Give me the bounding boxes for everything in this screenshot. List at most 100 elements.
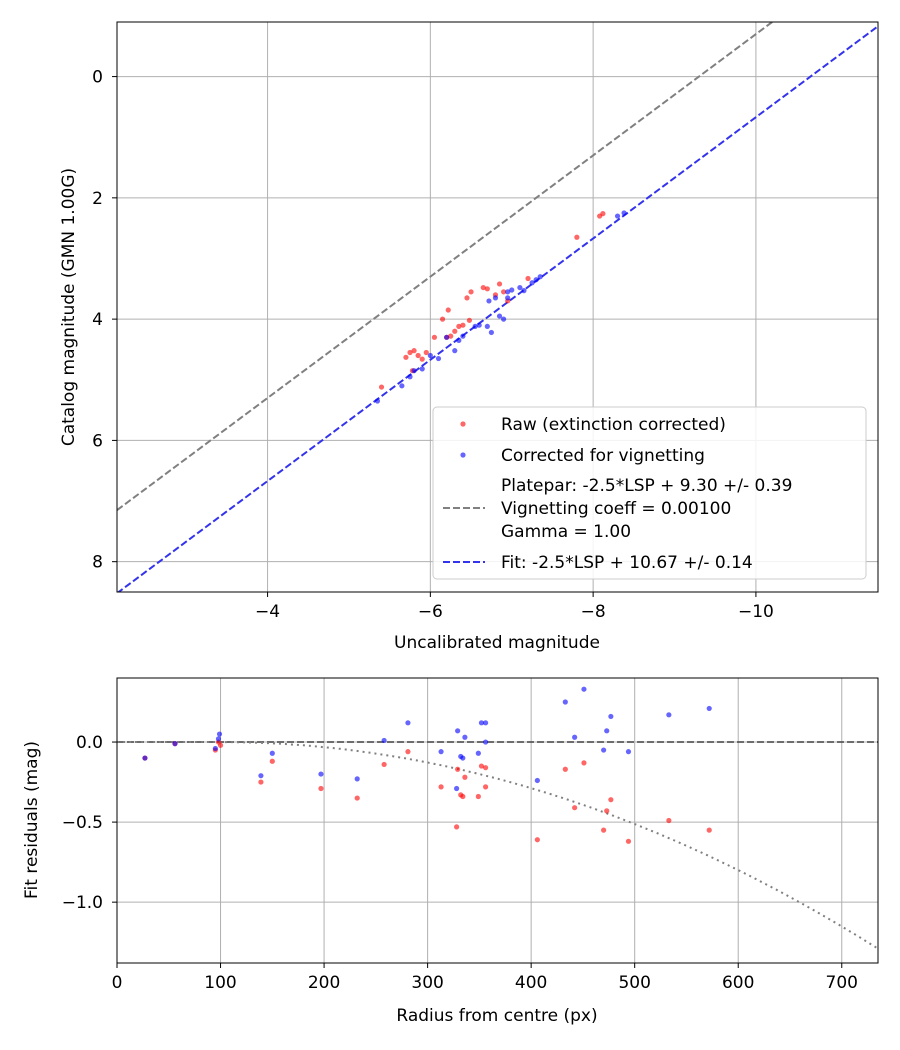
data-point — [318, 771, 324, 777]
top-chart-magnitude: −4 −6 −8 −10 0 2 4 6 8 Uncalibrated magnitude Ca… — [59, 21, 879, 653]
data-point — [374, 398, 381, 404]
data-point — [454, 824, 460, 830]
data-point — [475, 793, 481, 800]
data-point — [534, 837, 540, 843]
data-point — [496, 313, 503, 319]
data-point — [411, 368, 417, 374]
data-point — [478, 720, 485, 726]
y-tick-label: −1.0 — [62, 893, 103, 913]
data-point — [572, 805, 578, 811]
y-tick-label: −0.5 — [62, 813, 103, 833]
data-point — [399, 383, 405, 389]
vignetting-curve — [117, 741, 878, 950]
data-point — [445, 307, 451, 313]
data-point — [621, 210, 627, 216]
model-line — [117, 22, 774, 511]
data-point — [625, 838, 632, 844]
data-point — [601, 747, 607, 753]
data-point — [521, 288, 527, 294]
data-point — [600, 211, 606, 217]
x-tick-label: 600 — [722, 973, 754, 993]
data-point — [269, 758, 275, 764]
legend-raw-marker — [460, 421, 466, 427]
data-point — [625, 749, 632, 755]
top-chart-ticks: −4 −6 −8 −10 0 2 4 6 8 — [92, 68, 774, 622]
data-point — [574, 234, 580, 240]
data-point — [215, 736, 222, 742]
data-point — [534, 777, 540, 784]
data-point — [411, 348, 417, 354]
data-point — [505, 295, 511, 301]
data-point — [501, 289, 507, 295]
data-point — [435, 355, 442, 362]
data-point — [354, 776, 360, 782]
data-point — [427, 352, 433, 359]
data-point — [476, 322, 482, 328]
data-point — [460, 333, 466, 339]
data-point — [581, 686, 587, 692]
data-point — [258, 779, 264, 785]
data-point — [472, 323, 478, 330]
data-point — [381, 737, 387, 744]
data-point — [562, 766, 568, 772]
data-point — [464, 295, 470, 301]
data-point — [482, 720, 489, 726]
x-tick-label: 300 — [411, 973, 443, 993]
top-chart-ylabel: Catalog magnitude (GMN 1.00G) — [59, 168, 79, 446]
y-tick-label: 0.0 — [76, 733, 103, 753]
data-point — [496, 281, 503, 287]
x-tick-label: 700 — [826, 973, 858, 993]
data-point — [480, 284, 486, 291]
data-point — [509, 287, 515, 293]
data-point — [217, 742, 224, 748]
legend-corrected-label: Corrected for vignetting — [501, 446, 705, 466]
data-point — [269, 750, 275, 756]
data-point — [439, 316, 446, 322]
data-point — [466, 317, 473, 323]
legend-vignetting-label: Vignetting coeff = 0.00100 — [501, 499, 731, 519]
y-tick-label: 8 — [92, 553, 103, 573]
data-point — [475, 750, 481, 756]
data-point — [581, 760, 587, 766]
data-point — [354, 795, 360, 801]
x-tick-label: −8 — [581, 602, 606, 622]
data-point — [438, 749, 444, 755]
bottom-chart-frame — [116, 677, 879, 964]
data-point — [415, 352, 421, 359]
data-point — [405, 720, 411, 726]
data-point — [454, 785, 460, 792]
x-tick-label: 400 — [515, 973, 547, 993]
data-point — [525, 275, 531, 282]
data-point — [456, 323, 462, 330]
legend-corrected-marker — [460, 452, 466, 458]
data-point — [604, 728, 610, 734]
legend-raw-label: Raw (extinction corrected) — [501, 415, 726, 435]
y-tick-label: 0 — [92, 68, 103, 88]
data-point — [448, 333, 454, 339]
legend-box — [432, 406, 867, 580]
data-point — [484, 323, 490, 330]
data-point — [212, 745, 218, 752]
data-point — [572, 734, 578, 740]
data-point — [533, 277, 539, 283]
legend-platepar-label: Platepar: -2.5*LSP + 9.30 +/- 0.39 — [501, 476, 792, 496]
data-point — [403, 354, 409, 360]
data-point — [608, 713, 614, 720]
data-point — [456, 337, 462, 343]
data-point — [407, 374, 413, 380]
data-point — [419, 356, 425, 362]
bottom-chart-plot-area — [117, 686, 878, 950]
data-point — [604, 808, 610, 814]
x-tick-label: 500 — [618, 973, 650, 993]
y-tick-label: 4 — [92, 310, 103, 330]
data-point — [462, 774, 468, 780]
data-point — [562, 699, 568, 705]
data-point — [478, 763, 485, 769]
x-tick-label: 0 — [112, 973, 123, 993]
data-point — [318, 785, 324, 792]
data-point — [438, 784, 444, 790]
data-point — [460, 793, 466, 800]
bottom-chart-ylabel: Fit residuals (mag) — [22, 741, 42, 899]
data-point — [407, 349, 413, 356]
